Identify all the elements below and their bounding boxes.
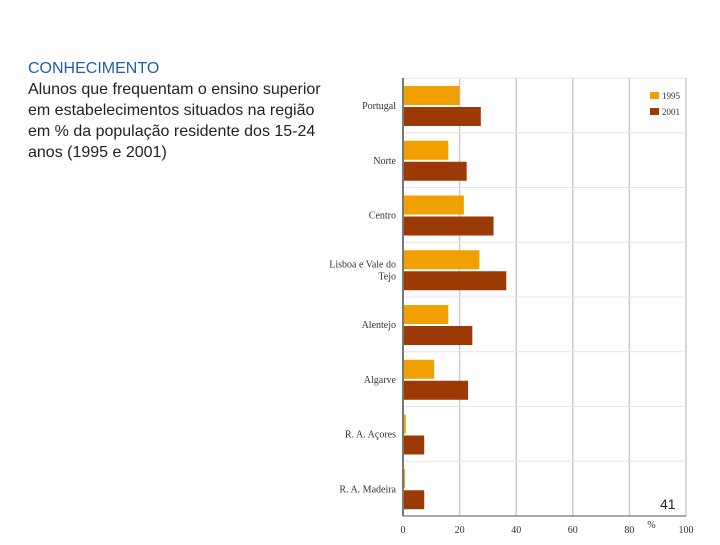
bar-2001 <box>404 107 481 126</box>
x-tick-label: 80 <box>624 525 634 536</box>
x-tick-label: 40 <box>511 525 521 536</box>
page-number: 41 <box>660 496 676 512</box>
bar-1995 <box>404 140 449 160</box>
legend-swatch <box>650 108 659 115</box>
bar-2001 <box>404 380 469 400</box>
bar-chart: 0 20 40 60 80 100% Portugal Norte Centro Lisboa e… <box>329 77 694 536</box>
x-unit-label: % <box>647 520 655 531</box>
caption-kicker: CONHECIMENTO <box>28 60 160 77</box>
category-label: Portugal <box>362 101 396 112</box>
bar-1995 <box>404 414 406 434</box>
bar-1995 <box>404 86 460 105</box>
bar-1995 <box>404 469 405 489</box>
x-tick-label: 100 <box>679 525 694 536</box>
bar-2001 <box>404 490 425 510</box>
category-label: Norte <box>373 156 396 167</box>
legend-label: 1995 <box>662 91 681 101</box>
bar-2001 <box>404 435 425 455</box>
x-tick-label: 0 <box>401 525 406 536</box>
category-label: Algarve <box>364 375 397 386</box>
bar-2001 <box>404 216 494 236</box>
category-label: Lisboa e Vale do <box>329 259 396 270</box>
bar-1995 <box>404 359 435 379</box>
chart-caption: CONHECIMENTO Alunos que frequentam o ens… <box>28 58 328 163</box>
category-label: R. A. Madeira <box>339 484 396 495</box>
bar-1995 <box>404 305 449 324</box>
bar-1995 <box>404 250 480 270</box>
category-label: Centro <box>369 211 396 222</box>
x-tick-label: 60 <box>568 525 578 536</box>
chart-container: 0 20 40 60 80 100% Portugal Norte Centro Lisboa e… <box>320 70 700 540</box>
bar-2001 <box>404 271 507 291</box>
bar-1995 <box>404 195 464 215</box>
category-label: Tejo <box>378 271 396 282</box>
bar-2001 <box>404 326 473 345</box>
legend-label: 2001 <box>662 107 680 117</box>
category-label: Alentejo <box>362 320 396 331</box>
bar-2001 <box>404 161 467 181</box>
caption-title: Alunos que frequentam o ensino superior … <box>28 81 321 161</box>
legend-swatch <box>650 92 659 99</box>
category-label: R. A. Açores <box>345 430 396 441</box>
x-tick-label: 20 <box>455 525 465 536</box>
